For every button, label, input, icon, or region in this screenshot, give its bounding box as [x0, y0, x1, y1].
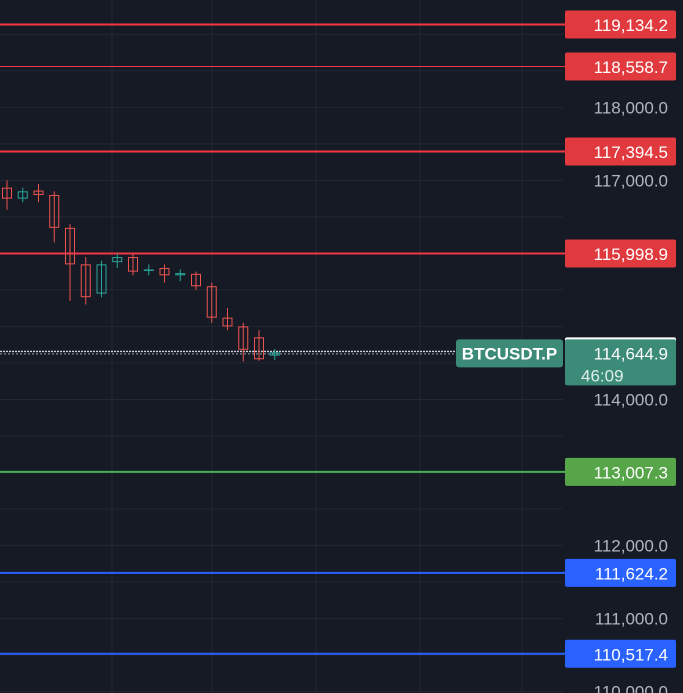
candle-body [191, 273, 201, 287]
level-price-label: 110,517.4 [565, 639, 676, 668]
symbol-tag[interactable]: BTCUSDT.P [456, 339, 563, 368]
candle-body [80, 264, 91, 298]
axis-tick-label: 114,000.0 [594, 390, 668, 409]
level-price-label-bg [565, 137, 676, 166]
candle-body [269, 352, 280, 356]
level-price-label: 119,134.2 [565, 10, 676, 39]
candle[interactable] [2, 180, 12, 210]
candle[interactable] [175, 269, 186, 282]
candle-body [222, 317, 233, 327]
horizontal-lines [0, 23, 565, 655]
axis-tick-label: 117,000.0 [594, 171, 668, 190]
level-price-label-text: 119,134.2 [594, 16, 668, 35]
current-price-label: 114,644.9 46:09 [565, 339, 676, 386]
level-price-label: 115,998.9 [565, 239, 676, 268]
level-price-label: 117,394.5 [565, 137, 676, 166]
candle[interactable] [159, 264, 170, 283]
candle[interactable] [206, 282, 217, 323]
axis-tick-label: 112,000.0 [594, 536, 668, 555]
candles[interactable] [2, 180, 280, 362]
level-price-label-bg [565, 10, 676, 39]
candle[interactable] [128, 253, 138, 276]
level-price-label: 113,007.3 [565, 457, 676, 486]
candle[interactable] [269, 349, 280, 361]
candle-body [65, 227, 75, 265]
symbol-tag-bg [456, 339, 563, 368]
price-axis-ticks: 118,000.0 117,000.0 114,000.0 112,000.0 111,… [594, 98, 668, 693]
candle-body [17, 191, 28, 199]
candle-body [254, 337, 264, 360]
candle[interactable] [49, 191, 60, 243]
candle-body [96, 264, 107, 294]
price-labels: 119,134.2 118,558.7 117,394.5 115,998.9 113,… [456, 10, 676, 668]
candle[interactable] [80, 257, 91, 305]
level-price-label-text: 118,558.7 [594, 58, 668, 77]
level-price-label-text: 110,517.4 [594, 645, 668, 664]
candle-body [2, 187, 12, 199]
candle[interactable] [143, 264, 154, 276]
level-price-label-bg [565, 457, 676, 486]
candle[interactable] [65, 224, 75, 301]
countdown-text: 46:09 [581, 366, 624, 385]
candle-body [128, 257, 138, 272]
candle-body [238, 326, 249, 350]
candle[interactable] [112, 253, 123, 268]
candle-body [143, 269, 154, 271]
candle[interactable] [33, 184, 44, 203]
candle-body [175, 273, 186, 276]
candle-body [49, 194, 60, 228]
level-price-label-text: 113,007.3 [594, 463, 668, 482]
candle[interactable] [222, 308, 233, 331]
candle-body [206, 286, 217, 318]
level-price-label-bg [565, 239, 676, 268]
level-price-label-text: 111,624.2 [595, 564, 668, 583]
axis-tick-label: 118,000.0 [594, 98, 668, 117]
axis-tick-label: 110,000.0 [594, 683, 668, 693]
level-price-label-bg [565, 52, 676, 81]
candle-body [159, 267, 170, 276]
candle[interactable] [238, 322, 249, 362]
level-price-label-bg [565, 639, 676, 668]
level-price-label-text: 115,998.9 [594, 245, 668, 264]
level-price-label: 118,558.7 [565, 52, 676, 81]
candle[interactable] [191, 271, 201, 290]
level-price-label-text: 117,394.5 [594, 143, 668, 162]
current-price-bg [565, 339, 676, 386]
candle[interactable] [254, 330, 264, 361]
axis-tick-label: 111,000.0 [595, 610, 668, 629]
current-price-text: 114,644.9 [594, 344, 668, 363]
candle-body [112, 257, 123, 263]
candle[interactable] [96, 260, 107, 298]
level-price-label-bg [565, 558, 676, 587]
symbol-tag-text: BTCUSDT.P [462, 344, 557, 363]
candle[interactable] [17, 187, 28, 203]
candle-body [33, 190, 44, 195]
level-price-label: 111,624.2 [565, 558, 676, 587]
